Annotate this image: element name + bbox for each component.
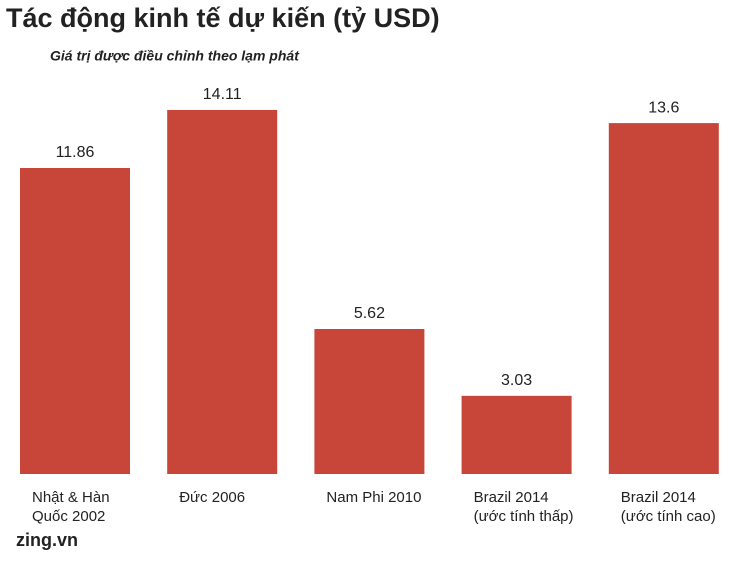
chart-subtitle: Giá trị được điều chỉnh theo lạm phát [50,48,300,64]
value-label: 13.6 [648,99,679,116]
x-tick-label: Đức 2006 [179,489,245,506]
chart-title: Tác động kinh tế dự kiến (tỷ USD) [6,3,440,33]
x-tick-label: Brazil 2014 (ước tính cao) [621,489,716,525]
value-label: 3.03 [501,372,532,389]
value-label: 11.86 [56,144,95,161]
bar [314,329,425,474]
x-tick-label: Brazil 2014 (ước tính thấp) [474,489,574,525]
bar [608,123,719,475]
bar [20,168,130,474]
source-logo: zing.vn [16,530,78,550]
value-label: 14.11 [203,86,242,103]
bar [461,395,572,474]
x-tick-label: Nhật & Hàn Quốc 2002 [32,489,110,525]
bar [167,109,278,474]
x-tick-label: Nam Phi 2010 [326,489,421,506]
value-label: 5.62 [354,305,385,322]
